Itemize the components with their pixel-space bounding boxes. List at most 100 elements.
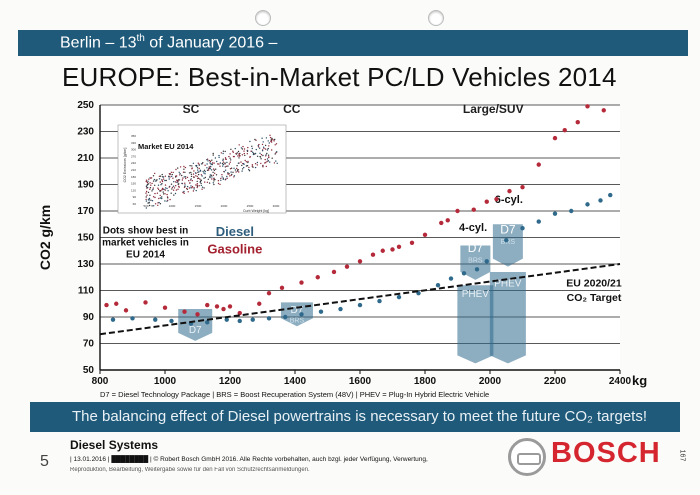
diesel-point: [520, 226, 525, 231]
inset-point: [228, 173, 230, 175]
chart-footnote: D7 = Diesel Technology Package | BRS = B…: [100, 390, 489, 399]
inset-point: [171, 173, 173, 176]
inset-point: [163, 188, 165, 191]
target-label-line1: EU 2020/21: [566, 278, 622, 290]
brand-name: BOSCH: [551, 437, 661, 469]
inset-point: [198, 171, 200, 173]
inset-point: [230, 171, 232, 173]
inset-point: [208, 159, 211, 162]
inset-point: [254, 166, 257, 169]
gasoline-point: [471, 207, 476, 212]
gasoline-point: [162, 305, 168, 310]
inset-point: [176, 179, 178, 181]
inset-point: [161, 180, 164, 183]
inset-point: [211, 162, 214, 164]
inset-point: [203, 177, 205, 179]
inset-y-tick: 180: [131, 175, 136, 179]
inset-point: [206, 169, 209, 171]
inset-x-tick: 2500: [247, 204, 254, 208]
x-axis-label: kg: [632, 373, 647, 388]
inset-point: [258, 143, 260, 146]
inset-point: [216, 160, 218, 163]
gasoline-point: [380, 248, 385, 253]
footer-copyright: | 13.01.2016 | ████████ | © Robert Bosch…: [70, 456, 428, 463]
inset-point: [174, 192, 177, 195]
inset-point: [238, 154, 240, 156]
diesel-point: [153, 317, 158, 322]
inset-point: [243, 150, 245, 152]
inset-point: [229, 157, 231, 159]
inset-point: [182, 191, 184, 193]
inset-x-tick: 1500: [195, 204, 202, 208]
annotation-label: BRS: [501, 239, 516, 246]
inset-point: [209, 175, 211, 178]
inset-point: [272, 139, 274, 141]
inset-point: [171, 175, 173, 178]
inset-point: [225, 165, 228, 167]
x-tick-label: 2000: [479, 376, 502, 387]
gasoline-point: [315, 275, 320, 280]
inset-point: [191, 168, 193, 170]
inset-point: [219, 183, 221, 186]
inset-point: [184, 171, 186, 173]
gasoline-point: [227, 304, 233, 309]
y-tick-label: 90: [83, 312, 95, 323]
inset-point: [237, 155, 239, 157]
inset-point: [145, 196, 147, 198]
inset-point: [184, 182, 186, 184]
inset-point: [276, 162, 278, 164]
diesel-point: [318, 309, 324, 314]
banner-text: Berlin – 13th of January 2016 –: [60, 33, 278, 52]
inset-point: [273, 140, 275, 142]
inset-point: [265, 161, 267, 164]
inset-point: [197, 162, 199, 164]
inset-point: [157, 188, 160, 191]
inset-point: [243, 166, 245, 169]
inset-point: [198, 167, 200, 170]
inset-point: [164, 184, 167, 186]
diesel-point: [338, 306, 343, 312]
inset-point: [195, 189, 197, 192]
gasoline-point: [422, 232, 428, 238]
inset-y-tick: 60: [133, 202, 137, 206]
inset-point: [254, 153, 256, 155]
inset-point: [222, 161, 225, 163]
inset-point: [215, 168, 217, 170]
inset-point: [225, 178, 227, 180]
inset-point: [176, 180, 179, 182]
inset-point: [265, 165, 267, 168]
inset-point: [275, 160, 277, 162]
diesel-point: [585, 202, 590, 207]
inset-point: [152, 175, 155, 177]
inset-point: [267, 147, 269, 150]
inset-point: [264, 148, 267, 150]
inset-point: [211, 178, 213, 180]
gasoline-point: [409, 240, 415, 245]
inset-point: [164, 189, 167, 191]
inset-point: [243, 152, 245, 155]
inset-point: [236, 167, 238, 170]
inset-point: [152, 196, 155, 198]
inset-point: [201, 186, 204, 188]
inset-point: [224, 162, 226, 164]
inset-point: [151, 182, 153, 185]
inset-point: [217, 163, 219, 165]
diesel-point: [299, 312, 304, 317]
diesel-point: [169, 318, 174, 324]
inset-point: [186, 176, 189, 179]
inset-point: [246, 165, 249, 167]
inset-point: [199, 170, 202, 172]
inset-y-tick: 120: [131, 188, 136, 192]
x-tick-label: 1000: [154, 376, 177, 387]
inset-point: [145, 190, 148, 193]
inset-point: [220, 177, 222, 180]
inset-point: [199, 178, 201, 180]
diesel-point: [569, 208, 574, 214]
inset-point: [222, 163, 225, 166]
inset-point: [220, 179, 222, 181]
inset-point: [177, 188, 179, 190]
inset-y-tick: 90: [133, 195, 137, 199]
annotation-label: PHEV: [462, 289, 490, 300]
inset-point: [203, 169, 206, 171]
inset-point: [192, 190, 195, 192]
